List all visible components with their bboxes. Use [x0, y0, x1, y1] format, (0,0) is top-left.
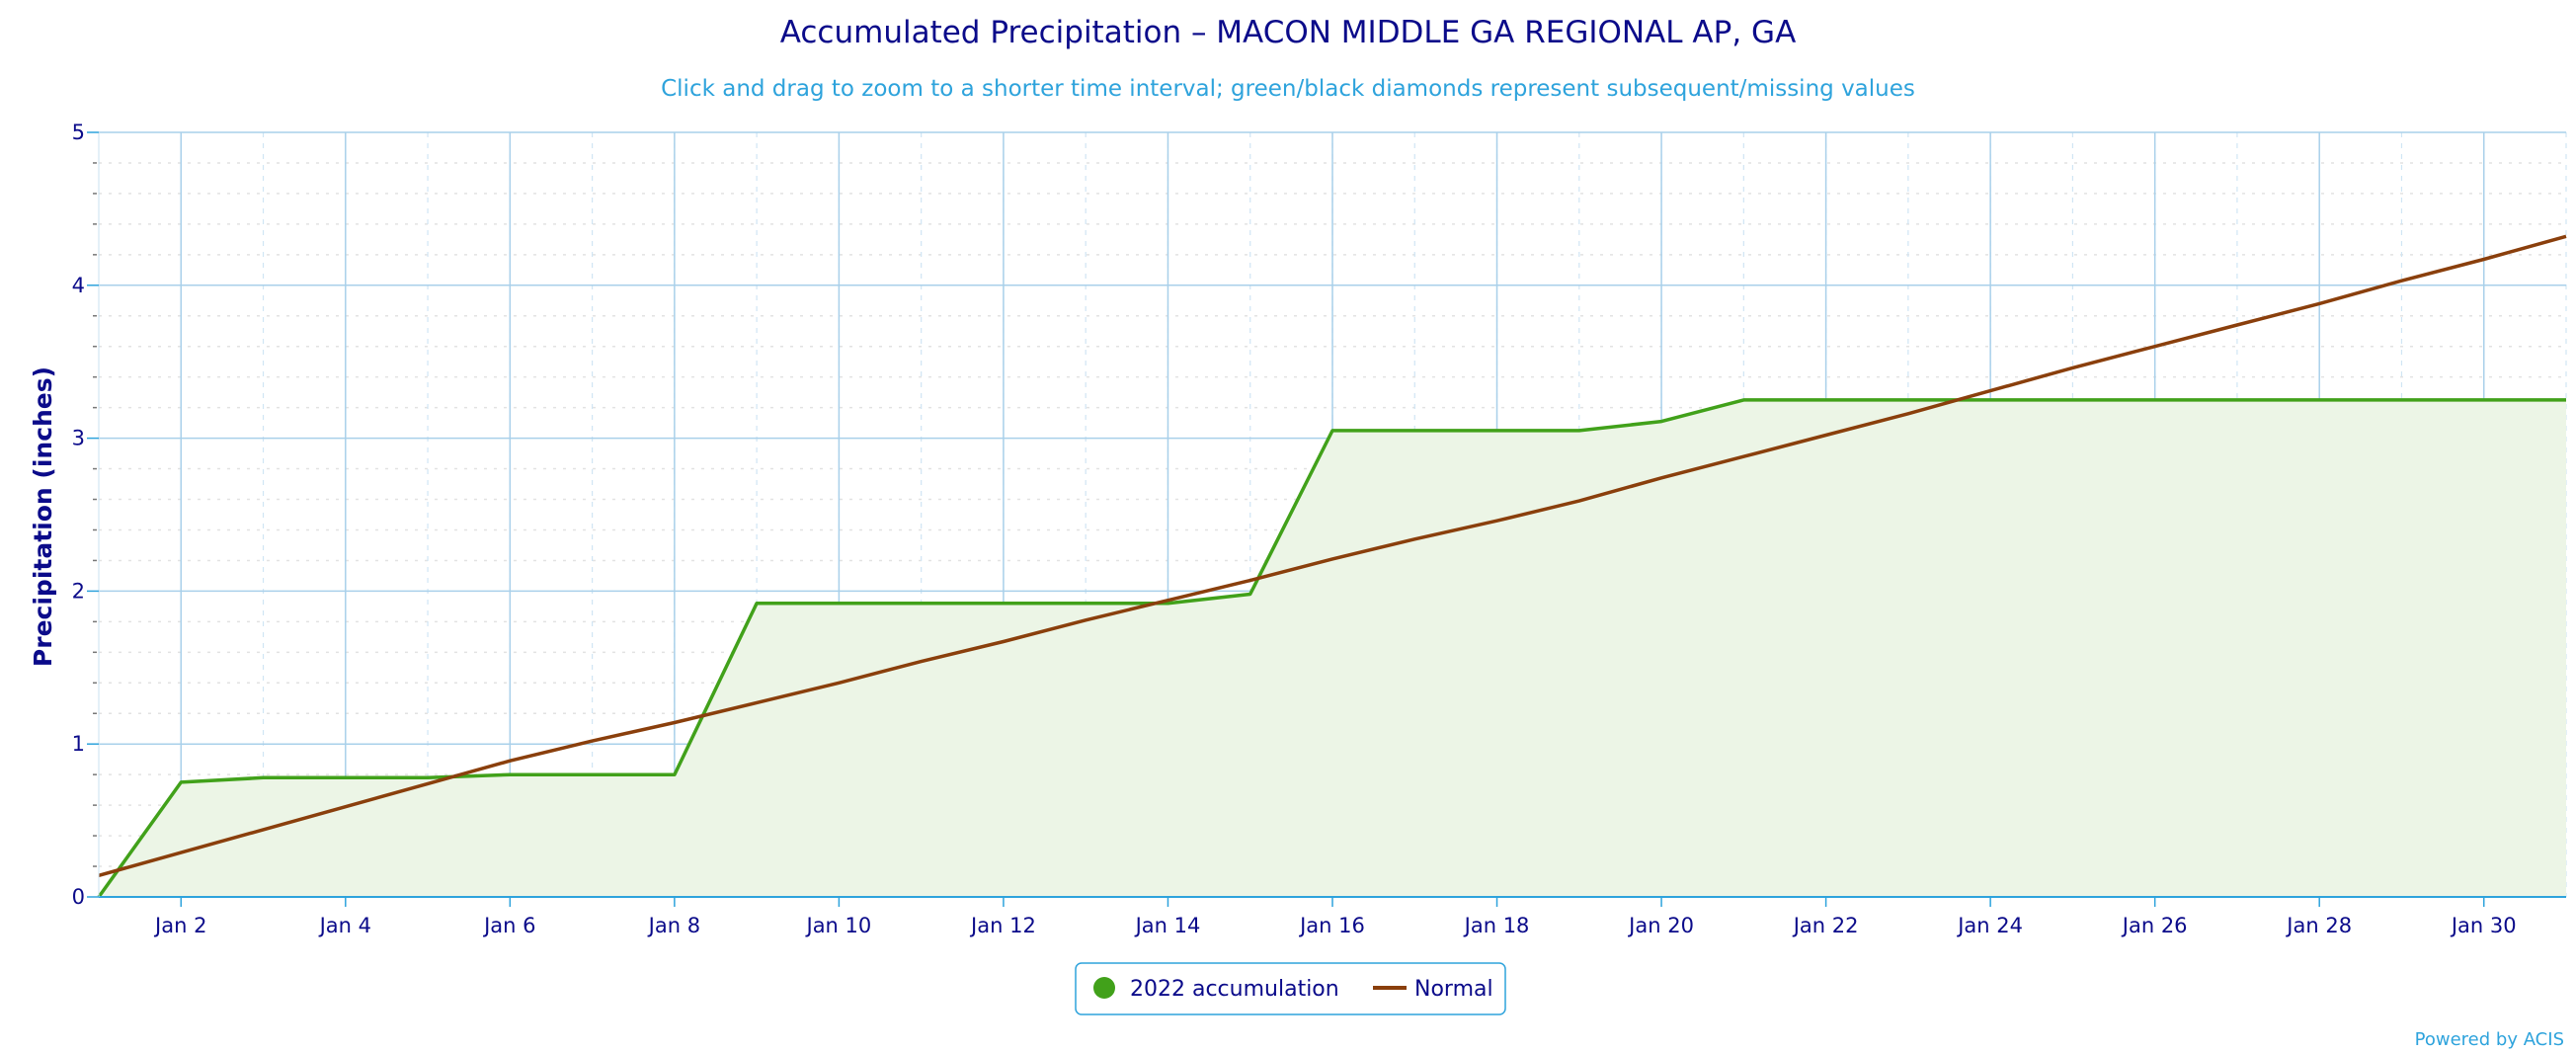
- legend: 2022 accumulation Normal: [1075, 962, 1506, 1015]
- y-tick-label: 1: [72, 732, 85, 756]
- y-tick-label: 3: [72, 427, 85, 450]
- legend-normal-label[interactable]: Normal: [1414, 977, 1493, 1002]
- normal-line[interactable]: [98, 234, 2567, 877]
- y-axis-label: Precipitation (inches): [29, 366, 57, 667]
- x-tick-label: Jan 20: [1627, 914, 1694, 937]
- x-tick-label: Jan 4: [318, 914, 371, 937]
- x-tick-label: Jan 26: [2121, 914, 2188, 937]
- x-tick-label: Jan 10: [805, 914, 872, 937]
- chart-subtitle: Click and drag to zoom to a shorter time…: [661, 76, 1915, 102]
- x-axis-ticks: Jan 2 Jan 4 Jan 6 Jan 8 Jan 10 Jan 12 Jan 14 Ja…: [153, 897, 2517, 937]
- x-tick-label: Jan 6: [482, 914, 535, 937]
- y-tick-label: 4: [72, 274, 85, 297]
- x-tick-label: Jan 30: [2450, 914, 2517, 937]
- series-area-accumulation: [99, 399, 2566, 897]
- series-lines: [97, 234, 2567, 899]
- legend-box: [1075, 962, 1506, 1015]
- x-tick-label: Jan 16: [1298, 914, 1365, 937]
- x-tick-label: Jan 24: [1956, 914, 2023, 937]
- y-tick-label: 5: [72, 121, 85, 144]
- chart-title: Accumulated Precipitation – MACON MIDDLE…: [780, 15, 1797, 50]
- credit-link[interactable]: Powered by ACIS: [2415, 1029, 2564, 1050]
- accumulation-area: [99, 399, 2566, 897]
- legend-accumulation-marker[interactable]: [1093, 977, 1115, 999]
- x-tick-label: Jan 8: [647, 914, 700, 937]
- accumulation-line[interactable]: [97, 398, 2566, 899]
- x-tick-label: Jan 14: [1134, 914, 1201, 937]
- legend-accumulation-label[interactable]: 2022 accumulation: [1130, 977, 1339, 1002]
- x-tick-label: Jan 18: [1463, 914, 1530, 937]
- y-tick-label: 0: [72, 885, 85, 909]
- y-axis-ticks: 0 1 2 3 4 5: [72, 121, 99, 909]
- x-tick-label: Jan 28: [2285, 914, 2352, 937]
- x-tick-label: Jan 12: [969, 914, 1036, 937]
- y-tick-label: 2: [72, 579, 85, 603]
- x-tick-label: Jan 2: [153, 914, 206, 937]
- x-tick-label: Jan 22: [1792, 914, 1859, 937]
